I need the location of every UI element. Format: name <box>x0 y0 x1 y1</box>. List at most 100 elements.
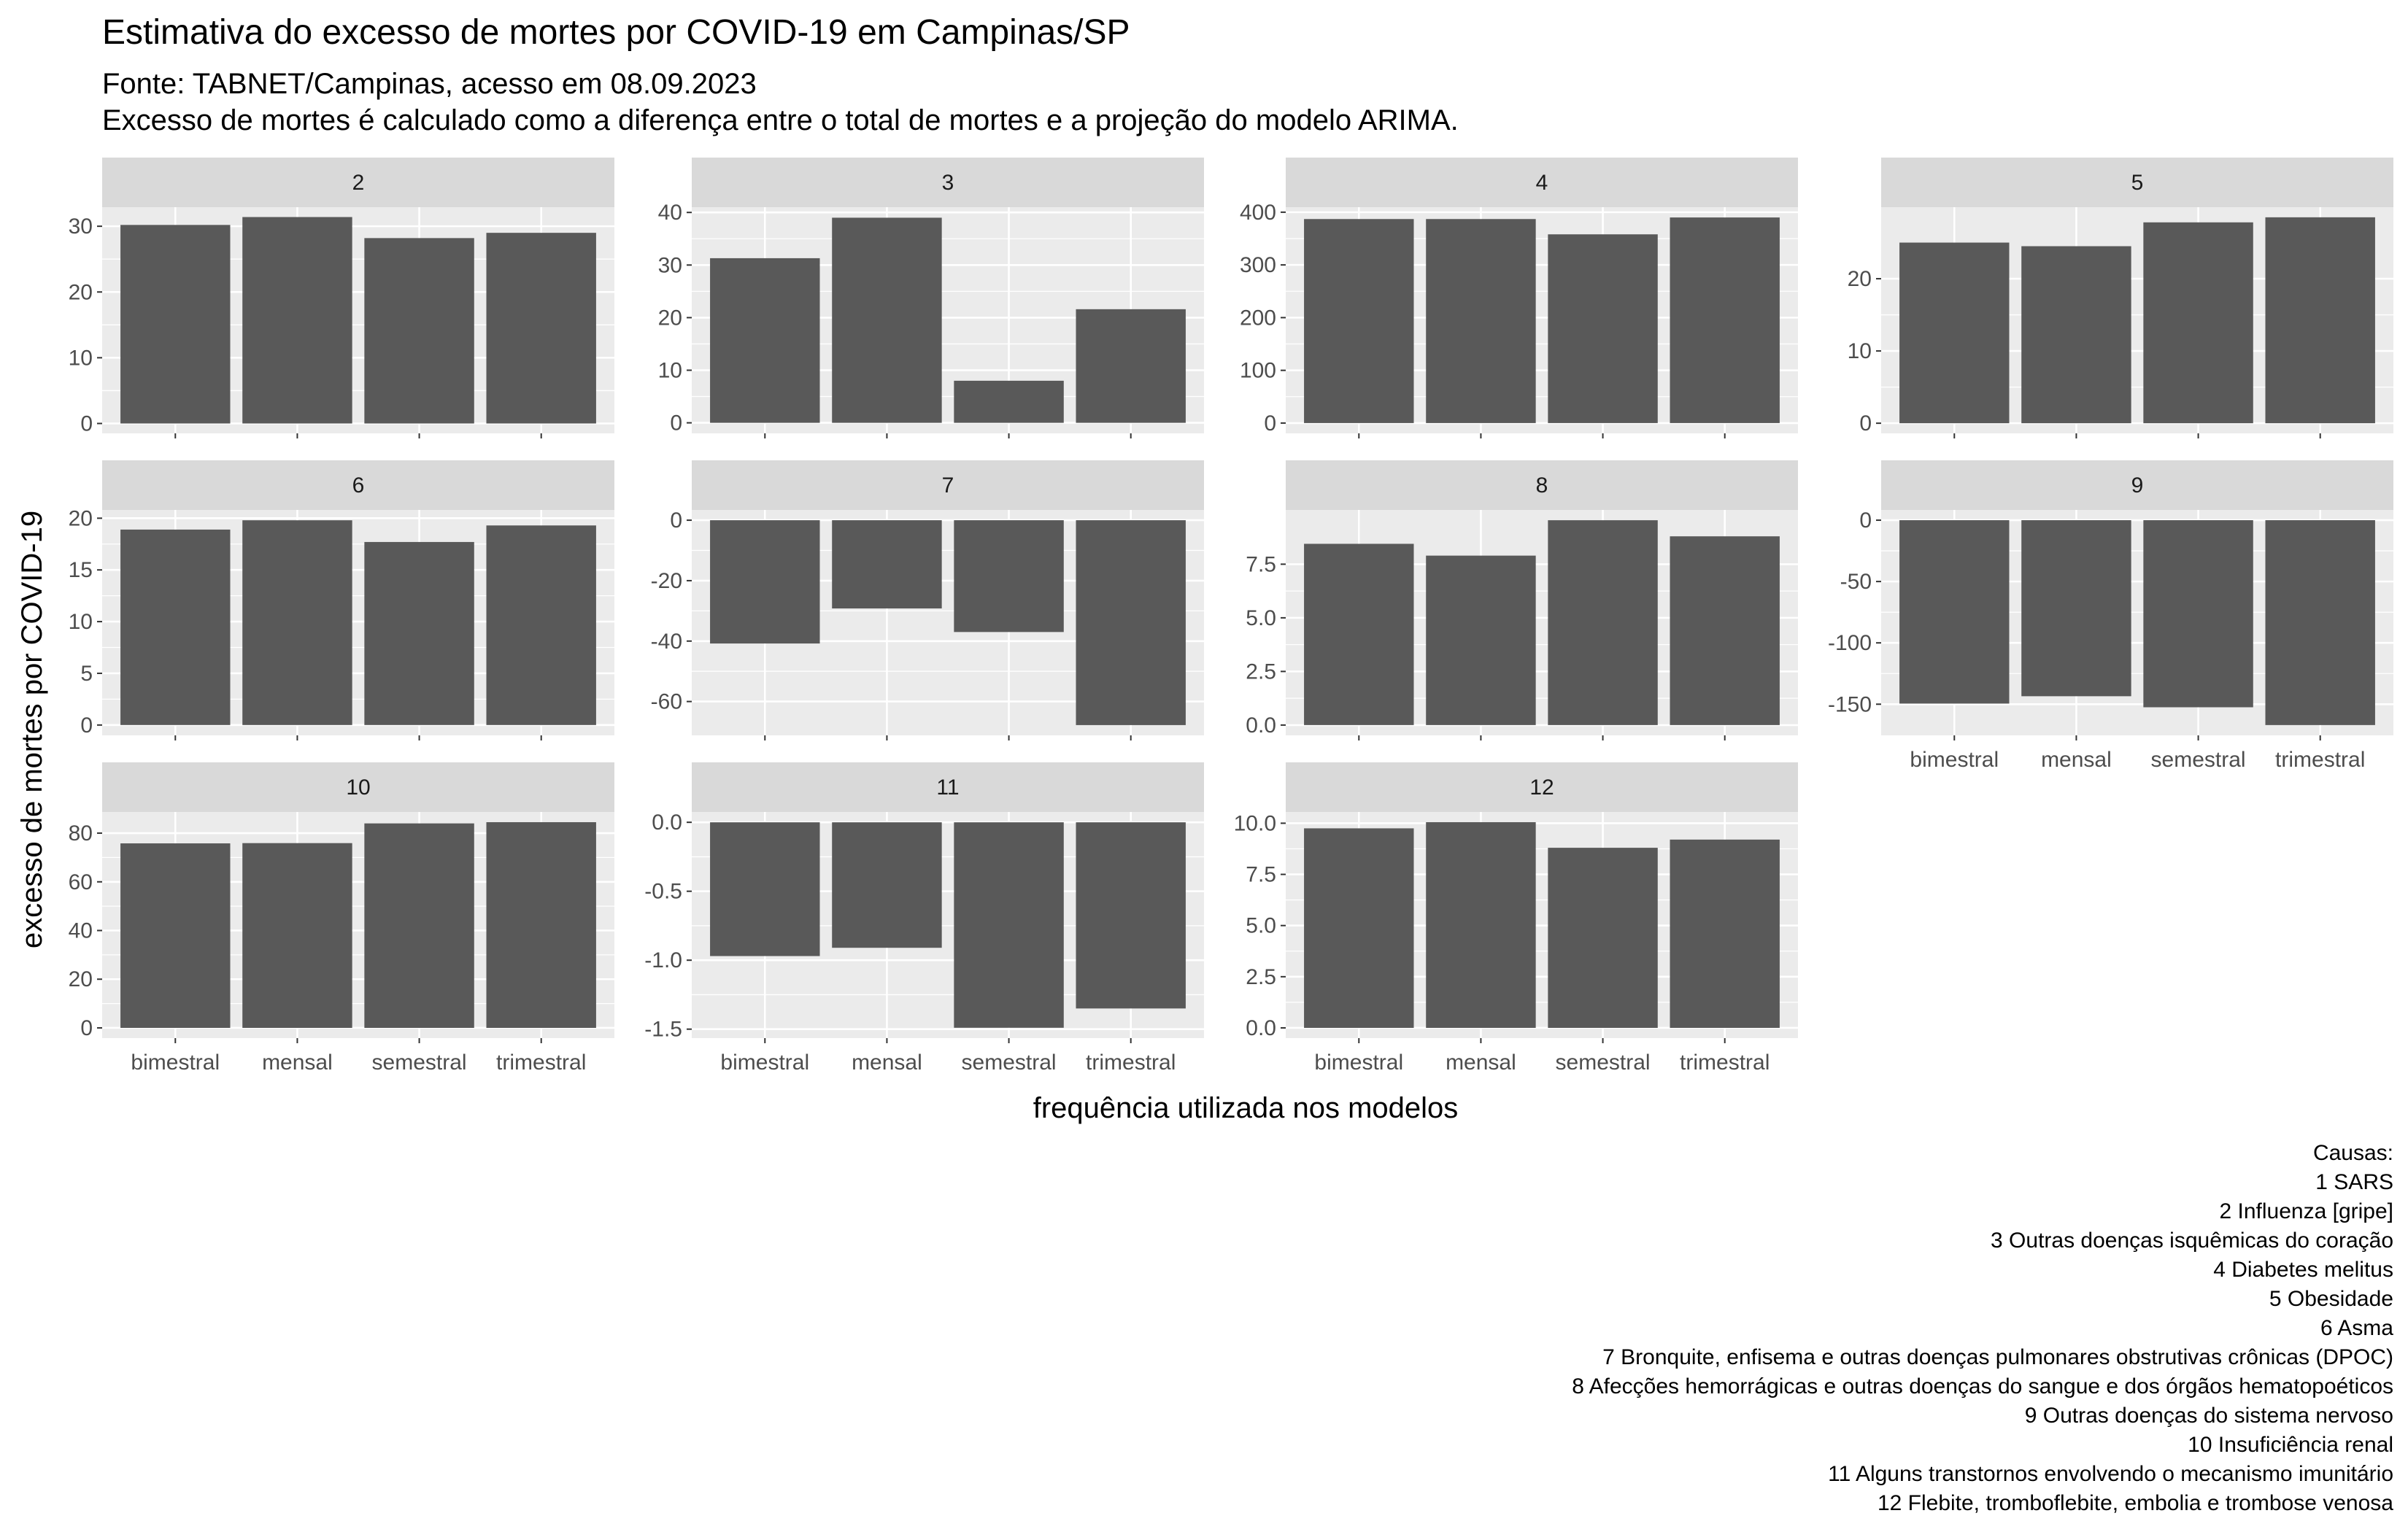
y-tick-label: 0 <box>80 1016 93 1040</box>
caption-line: 1 SARS <box>2315 1170 2393 1194</box>
bar-trimestral <box>1076 520 1186 725</box>
y-tick-label: -100 <box>1828 631 1872 655</box>
facet-panel-10: 10 0 20 40 60 80 bimestral mensal semestral trime… <box>69 762 614 1075</box>
x-tick-label: trimestral <box>496 1051 586 1075</box>
bar-bimestral <box>710 822 820 956</box>
facet-panel-12: 12 0.0 2.5 5.0 7.5 10.0 bimestral mensal semestr… <box>1234 762 1798 1075</box>
x-tick-label: semestral <box>2151 748 2246 772</box>
bar-bimestral <box>1304 828 1414 1028</box>
bar-trimestral <box>2265 217 2375 424</box>
y-tick-label: 0.0 <box>1246 1016 1276 1040</box>
y-tick-label: 200 <box>1240 306 1276 330</box>
caption-line: 8 Afecções hemorrágicas e outras doenças… <box>1572 1374 2393 1398</box>
x-tick-label: trimestral <box>1680 1051 1770 1075</box>
bar-trimestral <box>1670 217 1780 423</box>
facet-strip <box>102 460 614 510</box>
bar-trimestral <box>1670 839 1780 1028</box>
facet-strip <box>692 762 1204 812</box>
y-tick-label: -150 <box>1828 692 1872 716</box>
y-tick-label: 300 <box>1240 253 1276 277</box>
bar-mensal <box>832 822 942 948</box>
y-tick-label: 20 <box>69 967 93 991</box>
y-tick-label: -60 <box>651 690 682 714</box>
y-tick-label: 100 <box>1240 359 1276 383</box>
caption-line: 11 Alguns transtornos envolvendo o mecan… <box>1828 1462 2393 1486</box>
y-tick-label: 10 <box>69 346 93 370</box>
facet-panel-9: 9 0 -50 -100 -150 bimestral mensal semestral tri… <box>1828 460 2393 772</box>
bar-trimestral <box>486 525 596 725</box>
bar-trimestral <box>486 233 596 424</box>
facet-panels: 2010203030102030404010020030040050102060… <box>69 158 2393 1075</box>
y-tick-label: -40 <box>651 630 682 654</box>
y-tick-label: 2.5 <box>1246 659 1276 684</box>
caption-line: 3 Outras doenças isquêmicas do coração <box>1991 1229 2393 1253</box>
x-tick-label: semestral <box>1556 1051 1651 1075</box>
y-tick-label: 0 <box>1859 411 1872 436</box>
bar-trimestral <box>1076 822 1186 1009</box>
caption-line: 7 Bronquite, enfisema e outras doenças p… <box>1602 1345 2393 1369</box>
y-tick-label: 5 <box>80 662 93 686</box>
facet-strip-label: 10 <box>346 775 370 800</box>
chart-subtitle-line-1: Fonte: TABNET/Campinas, acesso em 08.09.… <box>102 68 757 100</box>
caption-line: 4 Diabetes melitus <box>2213 1258 2393 1282</box>
facet-strip <box>1881 460 2393 510</box>
y-tick-label: 20 <box>69 280 93 304</box>
facet-strip-label: 5 <box>2131 171 2144 195</box>
y-tick-label: 30 <box>69 214 93 239</box>
y-tick-label: 7.5 <box>1246 552 1276 576</box>
y-tick-label: 40 <box>658 201 682 225</box>
bar-mensal <box>832 217 942 423</box>
caption-line: 6 Asma <box>2320 1316 2393 1340</box>
caption-line: 12 Flebite, tromboflebite, embolia e tro… <box>1878 1491 2393 1515</box>
y-tick-label: 80 <box>69 821 93 846</box>
y-tick-label: 0 <box>1859 508 1872 533</box>
caption-line: 5 Obesidade <box>2269 1287 2393 1311</box>
bar-mensal <box>2021 246 2131 424</box>
x-tick-label: mensal <box>2041 748 2112 772</box>
caption-line: 10 Insuficiência renal <box>2188 1433 2393 1457</box>
facet-strip-label: 7 <box>942 473 954 498</box>
bar-semestral <box>1548 234 1658 423</box>
bar-semestral <box>364 238 474 424</box>
y-tick-label: -1.5 <box>644 1018 682 1042</box>
chart-subtitle-line-2: Excesso de mortes é calculado como a dif… <box>102 104 1459 136</box>
bar-semestral <box>364 823 474 1028</box>
y-tick-label: 400 <box>1240 201 1276 225</box>
y-tick-label: 2.5 <box>1246 965 1276 989</box>
bar-bimestral <box>1304 219 1414 423</box>
y-tick-label: 10 <box>69 610 93 634</box>
y-tick-label: 0.0 <box>652 811 682 835</box>
facet-strip-label: 11 <box>936 775 959 800</box>
x-tick-label: mensal <box>852 1051 922 1075</box>
facet-panel-4: 4 0 100 200 300 400 <box>1240 158 1798 438</box>
caption-line: 2 Influenza [gripe] <box>2220 1199 2394 1223</box>
facet-strip <box>102 158 614 207</box>
y-tick-label: 0 <box>670 508 682 533</box>
bar-mensal <box>242 520 352 725</box>
y-tick-label: -50 <box>1840 570 1872 594</box>
y-tick-label: 40 <box>69 919 93 943</box>
x-tick-label: semestral <box>962 1051 1057 1075</box>
x-tick-label: mensal <box>1446 1051 1516 1075</box>
facet-strip-label: 3 <box>942 171 954 195</box>
y-tick-label: 20 <box>1848 267 1872 291</box>
bar-bimestral <box>1899 520 2010 704</box>
facet-strip-label: 8 <box>1536 473 1548 498</box>
y-tick-label: 20 <box>69 506 93 530</box>
y-tick-label: 30 <box>658 253 682 277</box>
y-tick-label: 0 <box>1264 411 1276 436</box>
facet-strip <box>1286 158 1798 207</box>
bar-semestral <box>1548 520 1658 725</box>
bar-bimestral <box>1899 242 2010 424</box>
y-tick-label: 0 <box>80 713 93 738</box>
y-axis-label: excesso de mortes por COVID-19 <box>16 511 48 948</box>
bar-semestral <box>2143 222 2253 424</box>
x-tick-label: trimestral <box>1086 1051 1176 1075</box>
y-tick-label: 5.0 <box>1246 914 1276 938</box>
y-tick-label: -1.0 <box>644 948 682 972</box>
bar-semestral <box>1548 848 1658 1028</box>
x-tick-label: bimestral <box>720 1051 809 1075</box>
facet-strip <box>102 762 614 812</box>
y-tick-label: 10 <box>1848 339 1872 363</box>
